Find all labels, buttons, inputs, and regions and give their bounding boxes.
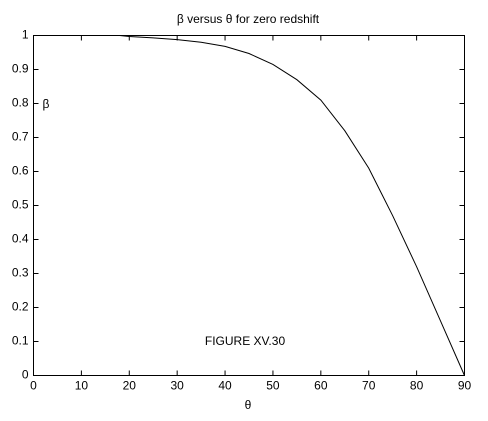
plot-frame [33,35,465,376]
y-axis-label: β [43,97,50,111]
y-tick-label: 0.2 [12,300,29,314]
annotation: FIGURE XV.30 [205,334,286,348]
y-tick-label: 0.5 [12,198,29,212]
x-axis-label: θ [245,398,252,412]
data-line [119,35,465,376]
y-tick-label: 0.6 [12,164,29,178]
x-tick-label: 60 [314,379,328,393]
x-tick-label: 70 [362,379,376,393]
x-tick-label: 20 [123,379,137,393]
y-tick-label: 0.8 [12,96,29,110]
x-tick-label: 90 [458,379,472,393]
y-tick-label: 0.3 [12,266,29,280]
y-tick-label: 0.4 [12,232,29,246]
x-tick-label: 30 [170,379,184,393]
y-tick-label: 0.1 [12,334,29,348]
y-tick-label: 0.9 [12,62,29,76]
x-tick-label: 10 [75,379,89,393]
x-tick-label: 50 [266,379,280,393]
x-tick-label: 0 [30,379,37,393]
x-tick-label: 40 [218,379,232,393]
y-tick-label: 0 [22,368,29,382]
y-tick-label: 1 [22,28,29,42]
x-tick-label: 80 [410,379,424,393]
y-tick-label: 0.7 [12,130,29,144]
chart-title: β versus θ for zero redshift [177,12,320,26]
